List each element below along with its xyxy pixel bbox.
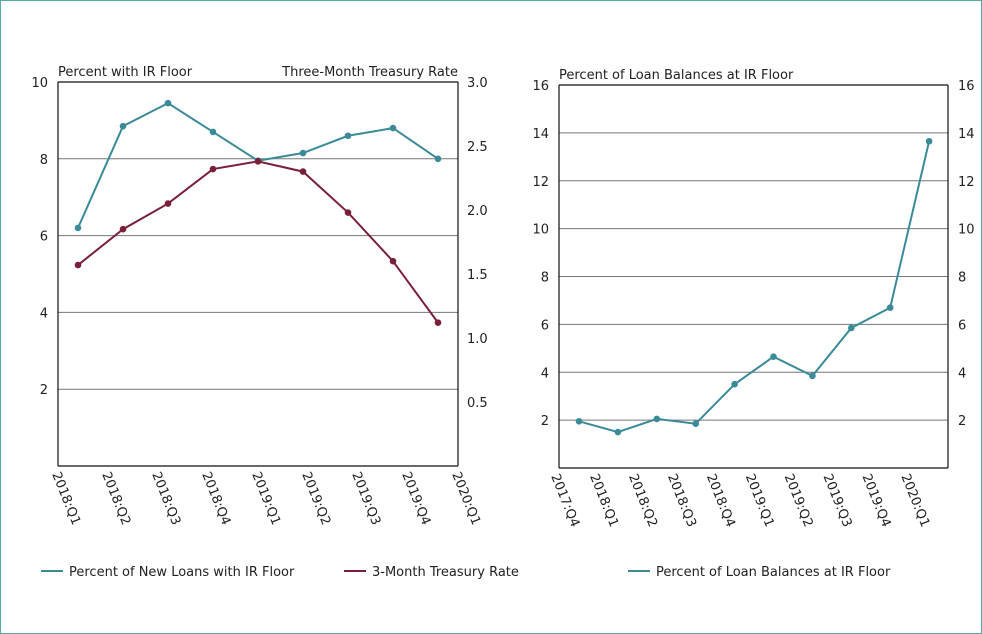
- data-point: [886, 304, 894, 311]
- right-y-tick-label: 4: [958, 366, 966, 381]
- left-y-tick-label: 4: [40, 306, 48, 321]
- data-point: [434, 319, 442, 326]
- x-tick-label: 2018:Q1: [586, 472, 621, 530]
- data-point: [848, 324, 855, 332]
- legend-label: Percent of Loan Balances at IR Floor: [656, 565, 891, 580]
- data-point: [299, 149, 307, 157]
- data-point: [389, 257, 397, 265]
- data-point: [389, 124, 397, 132]
- left-y-tick-label: 14: [532, 127, 549, 142]
- data-point: [809, 372, 816, 380]
- right-y-tick-label: 12: [958, 175, 975, 190]
- data-point: [614, 428, 622, 436]
- x-tick-label: 2018:Q2: [98, 470, 133, 528]
- right-y-tick-label: 6: [958, 318, 966, 333]
- x-tick-label: 2018:Q1: [48, 470, 83, 528]
- data-point: [209, 165, 217, 173]
- right-axis-title: Three-Month Treasury Rate: [281, 65, 458, 80]
- x-tick-label: 2018:Q4: [198, 470, 233, 528]
- left-y-tick-label: 2: [541, 414, 549, 429]
- left-y-tick-label: 6: [40, 230, 48, 245]
- data-point: [254, 158, 262, 165]
- series-line-loan-balances: [578, 141, 931, 434]
- data-point: [164, 200, 172, 207]
- x-tick-label: 2018:Q3: [148, 470, 183, 528]
- x-tick-label: 2017:Q4: [547, 472, 582, 530]
- left-y-tick-label: 4: [541, 366, 549, 381]
- data-point: [731, 380, 738, 388]
- x-tick-label: 2019:Q1: [248, 470, 283, 528]
- right-y-tick-label: 14: [958, 127, 975, 142]
- x-tick-label: 2019:Q4: [398, 470, 433, 528]
- data-point: [119, 225, 127, 233]
- x-tick-label: 2019:Q3: [820, 472, 855, 530]
- x-tick-label: 2018:Q3: [664, 472, 699, 530]
- data-point: [164, 99, 172, 107]
- data-point: [575, 418, 583, 425]
- data-point: [299, 168, 307, 175]
- data-point: [770, 353, 777, 360]
- x-tick-label: 2018:Q4: [703, 472, 738, 530]
- data-point: [434, 155, 442, 163]
- data-point: [119, 122, 127, 130]
- data-point: [74, 224, 82, 232]
- x-tick-label: 2018:Q2: [625, 472, 660, 530]
- left-y-tick-label: 16: [532, 79, 549, 94]
- right-y-tick-label: 2.5: [467, 140, 488, 155]
- right-y-tick-label: 1.5: [467, 268, 488, 283]
- right-y-tick-label: 2.0: [467, 204, 488, 219]
- right-y-tick-label: 10: [958, 223, 975, 238]
- left-y-tick-label: 8: [40, 153, 48, 168]
- x-tick-label: 2020:Q1: [448, 470, 483, 528]
- x-tick-label: 2020:Q1: [897, 472, 932, 530]
- right-y-tick-label: 1.0: [467, 332, 488, 347]
- left-y-tick-label: 2: [40, 383, 48, 398]
- left-y-tick-label: 6: [541, 318, 549, 333]
- right-y-tick-label: 16: [958, 79, 975, 94]
- left-axis-title: Percent with IR Floor: [58, 65, 193, 80]
- right-y-tick-label: 0.5: [467, 396, 488, 411]
- data-point: [925, 137, 933, 145]
- right-y-tick-label: 2: [958, 414, 966, 429]
- data-point: [344, 209, 352, 216]
- x-tick-label: 2019:Q1: [742, 472, 777, 530]
- legend-label: 3-Month Treasury Rate: [372, 565, 519, 580]
- left-y-tick-label: 10: [532, 223, 549, 238]
- data-point: [74, 261, 82, 269]
- data-point: [344, 132, 352, 140]
- data-point: [209, 128, 217, 136]
- left-y-tick-label: 8: [541, 271, 549, 286]
- legend-label: Percent of New Loans with IR Floor: [69, 565, 295, 580]
- left-y-tick-label: 10: [31, 76, 48, 91]
- left-y-tick-label: 12: [532, 175, 549, 190]
- series-line-treasury-rate: [77, 160, 439, 324]
- series-line-ir-floor: [77, 101, 439, 229]
- x-tick-label: 2019:Q2: [781, 472, 816, 530]
- data-point: [692, 420, 699, 428]
- panel-title: Percent of Loan Balances at IR Floor: [559, 68, 794, 83]
- x-tick-label: 2019:Q3: [348, 470, 383, 528]
- x-tick-label: 2019:Q2: [298, 470, 333, 528]
- x-tick-label: 2019:Q4: [858, 472, 893, 530]
- data-point: [653, 415, 661, 423]
- right-y-tick-label: 8: [958, 271, 966, 286]
- right-y-tick-label: 3.0: [467, 76, 488, 91]
